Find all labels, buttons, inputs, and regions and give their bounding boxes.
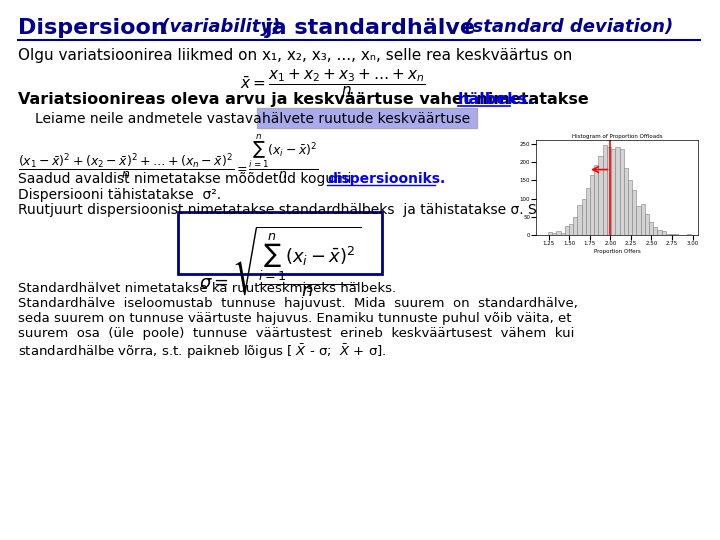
- Bar: [636, 206, 641, 235]
- Text: Dispersiooni tähistatakse  σ².: Dispersiooni tähistatakse σ².: [18, 188, 221, 202]
- Text: $\dfrac{(x_1 - \bar{x})^2 + (x_2 - \bar{x})^2 + \ldots + (x_n - \bar{x})^2}{n} =: $\dfrac{(x_1 - \bar{x})^2 + (x_2 - \bar{…: [18, 132, 318, 181]
- Bar: [603, 145, 607, 235]
- Text: hälbeks.: hälbeks.: [458, 92, 534, 107]
- Bar: [649, 222, 653, 235]
- Text: (variability): (variability): [155, 18, 287, 36]
- FancyBboxPatch shape: [256, 108, 477, 128]
- Bar: [594, 165, 598, 235]
- Text: Leiame neile andmetele vastava: Leiame neile andmetele vastava: [35, 112, 262, 126]
- Text: $\bar{x} = \dfrac{x_1 + x_2 + x_3 + \ldots + x_n}{n}$: $\bar{x} = \dfrac{x_1 + x_2 + x_3 + \ldo…: [240, 68, 426, 98]
- Bar: [674, 234, 678, 235]
- Bar: [666, 234, 670, 235]
- Text: standardhälbe võrra, s.t. paikneb lõigus [ $\bar{X}$ - σ;  $\bar{X}$ + σ].: standardhälbe võrra, s.t. paikneb lõigus…: [18, 342, 387, 361]
- FancyBboxPatch shape: [178, 212, 382, 274]
- Bar: [548, 232, 552, 235]
- Bar: [662, 231, 666, 235]
- Bar: [624, 168, 628, 235]
- Text: Standardhälve  iseloomustab  tunnuse  hajuvust.  Mida  suurem  on  standardhälve: Standardhälve iseloomustab tunnuse hajuv…: [18, 297, 578, 310]
- Text: Dispersioon: Dispersioon: [18, 18, 167, 38]
- Bar: [641, 204, 644, 235]
- Bar: [569, 224, 573, 235]
- Bar: [590, 176, 594, 235]
- Bar: [561, 233, 564, 235]
- Text: $\sigma = \sqrt{\dfrac{\sum_{i=1}^{n}(x_i - \bar{x})^2}{n}}$: $\sigma = \sqrt{\dfrac{\sum_{i=1}^{n}(x_…: [199, 224, 361, 299]
- Text: dispersiooniks.: dispersiooniks.: [327, 172, 445, 186]
- Text: suurem  osa  (üle  poole)  tunnuse  väärtustest  erineb  keskväärtusest  vähem  : suurem osa (üle poole) tunnuse väärtuste…: [18, 327, 575, 340]
- Text: Standardhälvet nimetatakse ka ruutkeskmiseks hälbeks.: Standardhälvet nimetatakse ka ruutkeskmi…: [18, 282, 396, 295]
- Text: seda suurem on tunnuse väärtuste hajuvus. Enamiku tunnuste puhul võib väita, et: seda suurem on tunnuse väärtuste hajuvus…: [18, 312, 572, 325]
- Bar: [616, 147, 619, 235]
- Bar: [653, 227, 657, 235]
- Bar: [619, 149, 624, 235]
- Bar: [577, 205, 582, 235]
- Bar: [657, 230, 662, 235]
- Bar: [632, 190, 636, 235]
- Bar: [670, 234, 674, 235]
- Bar: [586, 188, 590, 235]
- Text: (standard deviation): (standard deviation): [458, 18, 673, 36]
- Bar: [564, 226, 569, 235]
- Bar: [557, 231, 561, 235]
- Bar: [628, 180, 632, 235]
- Title: Histogram of Proportion Offloads: Histogram of Proportion Offloads: [572, 133, 662, 139]
- Text: Saadud avaldist nimetatakse mõõdetud kogumi: Saadud avaldist nimetatakse mõõdetud kog…: [18, 172, 356, 186]
- Text: ja standardhälve: ja standardhälve: [265, 18, 476, 38]
- Text: Ruutjuurt dispersioonist nimetatakse standardhälbeks  ja tähistatakse σ. Seega: Ruutjuurt dispersioonist nimetatakse sta…: [18, 203, 571, 217]
- Bar: [552, 233, 557, 235]
- Bar: [598, 156, 603, 235]
- Text: Variatsioonireas oleva arvu ja keskväärtuse vahet nimetatakse: Variatsioonireas oleva arvu ja keskväärt…: [18, 92, 595, 107]
- Text: Olgu variatsioonirea liikmed on x₁, x₂, x₃, ..., xₙ, selle rea keskväärtus on: Olgu variatsioonirea liikmed on x₁, x₂, …: [18, 48, 572, 63]
- Bar: [611, 149, 616, 235]
- Bar: [644, 214, 649, 235]
- Text: hälvete ruutude keskväärtuse: hälvete ruutude keskväärtuse: [262, 112, 470, 126]
- Bar: [687, 234, 691, 235]
- X-axis label: Proportion Offers: Proportion Offers: [594, 249, 641, 254]
- Bar: [582, 199, 586, 235]
- Bar: [607, 147, 611, 235]
- Bar: [573, 217, 577, 235]
